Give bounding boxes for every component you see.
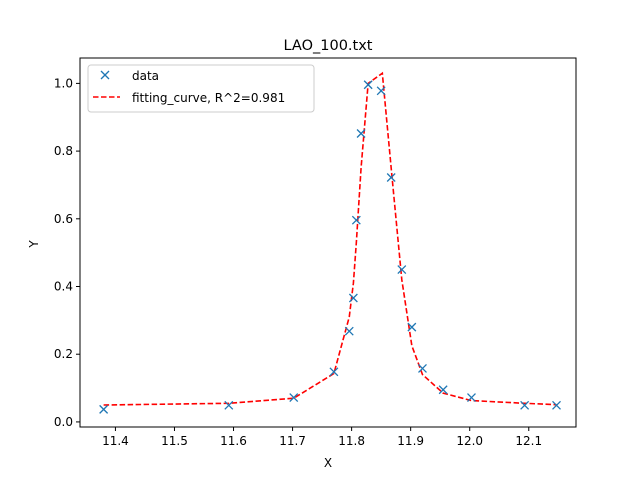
data-point <box>418 363 427 373</box>
data-point <box>552 400 561 410</box>
legend-label-data: data <box>132 69 159 83</box>
x-tick-label: 11.6 <box>220 434 247 448</box>
legend: data fitting_curve, R^2=0.981 <box>87 64 315 113</box>
plot-frame <box>79 57 577 428</box>
data-point <box>397 265 407 275</box>
plot-area <box>99 71 561 414</box>
x-tick-label: 11.7 <box>279 434 306 448</box>
data-point <box>224 400 234 410</box>
data-point <box>386 173 396 182</box>
x-axis-label: X <box>324 456 332 470</box>
x-tick-label: 11.9 <box>397 434 424 448</box>
y-axis-ticks: 0.0 0.2 0.4 0.6 0.8 1.0 <box>54 76 80 429</box>
data-point <box>356 129 366 138</box>
data-point <box>99 404 109 414</box>
data-point <box>363 80 373 90</box>
x-axis-ticks: 11.4 11.5 11.6 11.7 11.8 11.9 12.0 12.1 <box>102 427 542 448</box>
series-line-fitting-curve <box>103 71 557 406</box>
data-point <box>376 86 386 96</box>
y-tick-label: 0.8 <box>54 144 73 158</box>
x-tick-label: 12.0 <box>456 434 483 448</box>
y-tick-label: 0.2 <box>54 347 73 361</box>
data-point <box>438 385 448 395</box>
x-tick-label: 11.4 <box>102 434 129 448</box>
y-axis-label: Y <box>27 240 41 249</box>
legend-label-fit: fitting_curve, R^2=0.981 <box>132 91 285 105</box>
data-point <box>344 326 354 336</box>
legend-box <box>87 64 315 113</box>
y-tick-label: 0.0 <box>54 415 73 429</box>
y-tick-label: 0.6 <box>54 212 73 226</box>
data-point <box>329 367 339 377</box>
chart-title: LAO_100.txt <box>284 38 373 54</box>
data-point <box>407 322 417 332</box>
data-point <box>348 293 358 303</box>
data-point <box>520 400 530 410</box>
x-tick-label: 12.1 <box>515 434 542 448</box>
legend-marker-data <box>100 70 110 80</box>
data-point <box>289 393 299 403</box>
y-tick-label: 0.4 <box>54 280 73 294</box>
x-tick-label: 11.5 <box>161 434 188 448</box>
y-tick-label: 1.0 <box>54 76 73 90</box>
data-point <box>467 393 476 403</box>
data-point <box>351 215 361 225</box>
x-tick-label: 11.8 <box>338 434 365 448</box>
